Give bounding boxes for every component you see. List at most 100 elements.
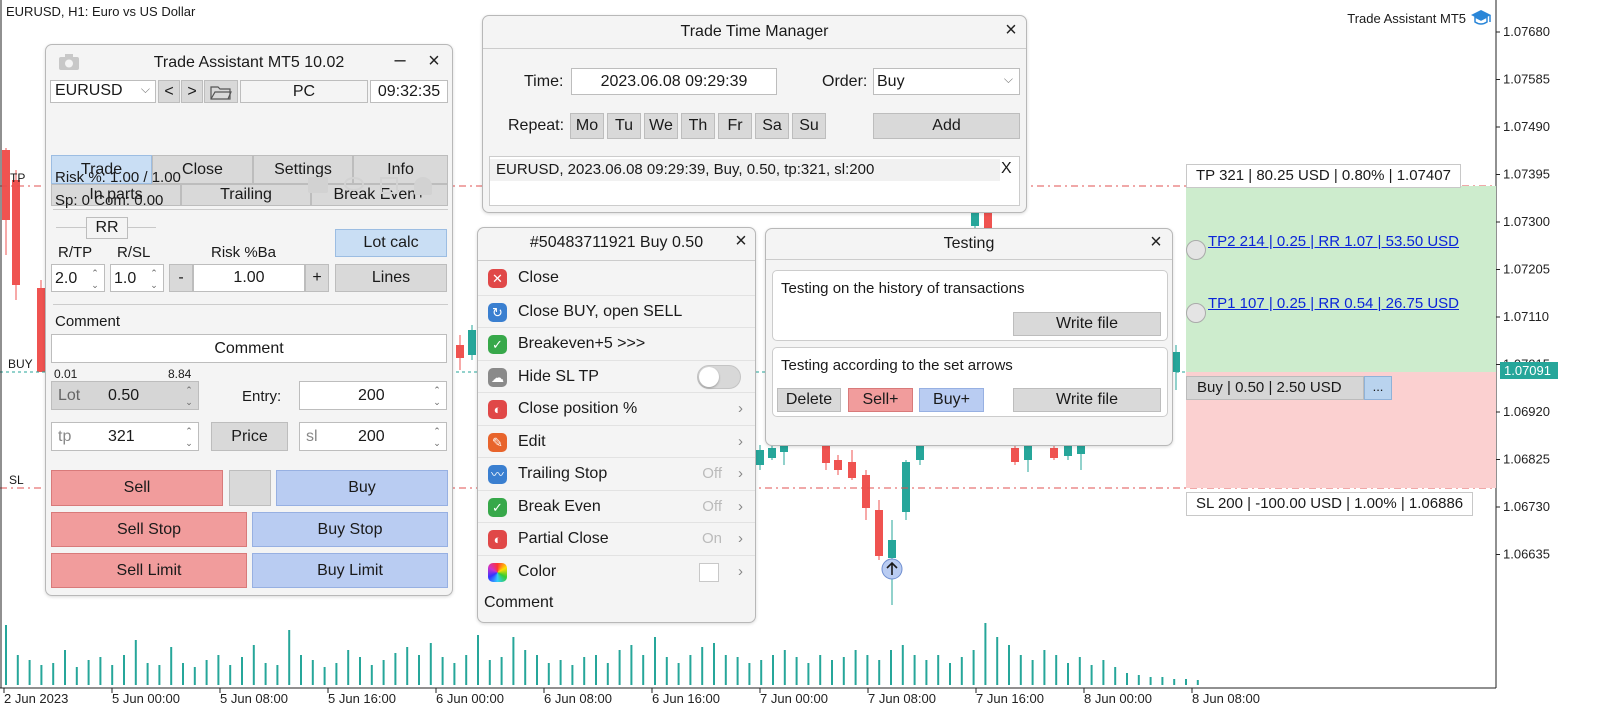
tp1-drag-handle[interactable] xyxy=(1186,303,1206,323)
hide-sl-tp-toggle[interactable] xyxy=(697,364,741,389)
panel-title: #50483711921 Buy 0.50 xyxy=(529,234,704,251)
prev-symbol-button[interactable]: < xyxy=(158,80,180,103)
tp-stepper[interactable]: tp 321 ⌃ ⌄ xyxy=(51,422,199,451)
delete-arrows-button[interactable]: Delete xyxy=(777,388,841,412)
color-swatch[interactable] xyxy=(699,562,719,582)
lot-stepper[interactable]: Lot 0.50 ⌃ ⌄ xyxy=(51,381,199,410)
divider xyxy=(478,260,755,261)
time-tick-label: 7 Jun 00:00 xyxy=(760,691,828,706)
symbol-value: EURUSD xyxy=(55,82,123,99)
buy-button[interactable]: Buy xyxy=(276,470,448,506)
close-button[interactable]: × xyxy=(735,230,747,252)
sell-stop-button[interactable]: Sell Stop xyxy=(51,512,247,547)
close-button[interactable]: × xyxy=(1150,231,1162,253)
panel-title: Trade Time Manager xyxy=(680,23,829,40)
risk-input[interactable]: 1.00 xyxy=(193,264,305,292)
open-folder-button[interactable] xyxy=(204,80,238,103)
position-menu-panel: #50483711921 Buy 0.50 × ✕ Close ↻ Close BUY… xyxy=(477,227,756,623)
next-symbol-button[interactable]: > xyxy=(181,80,203,103)
sl-label: sl xyxy=(306,428,318,445)
time-input[interactable]: 2023.06.08 09:29:39 xyxy=(571,68,777,95)
symbol-select[interactable]: EURUSD ⌵ xyxy=(50,80,156,103)
close-x-icon: ✕ xyxy=(488,269,507,288)
tab-in-parts[interactable]: In parts xyxy=(51,184,181,206)
day-we-toggle[interactable]: We xyxy=(644,113,678,139)
list-item[interactable]: EURUSD, 2023.06.08 09:29:39, Buy, 0.50, … xyxy=(490,159,1000,181)
menu-item[interactable]: ↻ Close BUY, open SELL xyxy=(478,294,755,327)
blank-toggle-button[interactable] xyxy=(229,470,271,506)
tab-trailing[interactable]: Trailing xyxy=(181,184,311,206)
rtp-stepper[interactable]: 2.0 ⌃ ⌄ xyxy=(51,264,105,292)
stepper-arrows-icon[interactable]: ⌃ ⌄ xyxy=(185,426,193,448)
menu-item[interactable]: ◐ Partial Close On › xyxy=(478,522,755,554)
close-button[interactable]: × xyxy=(428,50,440,72)
calendar-icon[interactable] xyxy=(380,177,398,194)
lines-button[interactable]: Lines xyxy=(335,264,447,292)
add-schedule-button[interactable]: Add xyxy=(873,113,1020,139)
tab-close[interactable]: Close xyxy=(152,155,253,184)
buy-position-label[interactable]: Buy | 0.50 | 2.50 USD xyxy=(1186,376,1364,400)
menu-item[interactable]: Color › xyxy=(478,554,755,587)
minimize-button[interactable]: – xyxy=(394,49,406,71)
lot-calc-button[interactable]: Lot calc xyxy=(335,229,447,257)
day-th-toggle[interactable]: Th xyxy=(681,113,715,139)
eye-icon[interactable] xyxy=(344,177,364,191)
close-button[interactable]: × xyxy=(1005,19,1017,41)
menu-item-value: Off xyxy=(702,497,722,515)
rsl-stepper[interactable]: 1.0 ⌃ ⌄ xyxy=(110,264,164,292)
day-mo-toggle[interactable]: Mo xyxy=(570,113,604,139)
buy-stop-button[interactable]: Buy Stop xyxy=(252,512,448,547)
tp1-level-label[interactable]: TP1 107 | 0.25 | RR 0.54 | 26.75 USD xyxy=(1208,295,1459,312)
divider xyxy=(53,209,448,210)
buy-plus-button[interactable]: Buy+ xyxy=(919,388,984,412)
comment-input[interactable]: Comment xyxy=(51,334,447,363)
candle-body xyxy=(888,540,896,558)
camera-icon[interactable] xyxy=(58,53,80,71)
day-sa-toggle[interactable]: Sa xyxy=(755,113,789,139)
sell-plus-button[interactable]: Sell+ xyxy=(848,388,913,412)
write-file-button-2[interactable]: Write file xyxy=(1013,388,1161,412)
sell-button[interactable]: Sell xyxy=(51,470,223,506)
sl-level-label[interactable]: SL 200 | -100.00 USD | 1.00% | 1.06886 xyxy=(1186,492,1474,516)
stepper-arrows-icon[interactable]: ⌃ ⌄ xyxy=(185,385,193,407)
tab-trade[interactable]: Trade xyxy=(51,155,152,184)
tp2-level-label[interactable]: TP2 214 | 0.25 | RR 1.07 | 53.50 USD xyxy=(1208,233,1459,250)
menu-item[interactable]: ◐ Close position % › xyxy=(478,392,755,424)
order-select[interactable]: Buy ⌵ xyxy=(873,68,1020,95)
menu-item[interactable]: ✓ Breakeven+5 >>> xyxy=(478,327,755,359)
menu-item[interactable]: ✎ Edit › xyxy=(478,424,755,457)
menu-item[interactable]: ☁ Hide SL TP xyxy=(478,359,755,392)
menu-item[interactable]: ✓ Break Even Off › xyxy=(478,489,755,522)
tp2-drag-handle[interactable] xyxy=(1186,240,1206,260)
alarm-icon[interactable] xyxy=(414,177,432,195)
candle-body xyxy=(916,446,924,460)
risk-minus-button[interactable]: - xyxy=(169,264,193,292)
stepper-arrows-icon[interactable]: ⌃ ⌄ xyxy=(150,268,158,290)
risk-plus-button[interactable]: + xyxy=(305,264,329,292)
menu-item[interactable]: 〰 Trailing Stop Off › xyxy=(478,457,755,489)
tp-level-label[interactable]: TP 321 | 80.25 USD | 0.80% | 1.07407 xyxy=(1186,164,1461,188)
position-more-button[interactable]: ... xyxy=(1364,376,1392,400)
rr-toggle[interactable]: RR xyxy=(86,217,128,239)
candle-body xyxy=(984,212,992,228)
day-su-toggle[interactable]: Su xyxy=(792,113,826,139)
day-tu-toggle[interactable]: Tu xyxy=(607,113,641,139)
menu-item-label: Close BUY, open SELL xyxy=(518,302,683,320)
stepper-arrows-icon[interactable]: ⌃ ⌄ xyxy=(91,268,99,290)
sl-stepper[interactable]: sl 200 ⌃ ⌄ xyxy=(299,422,447,451)
write-file-button[interactable]: Write file xyxy=(1013,312,1161,336)
tab-settings[interactable]: Settings xyxy=(253,155,353,184)
stepper-arrows-icon[interactable]: ⌃ ⌄ xyxy=(433,426,441,448)
sell-limit-button[interactable]: Sell Limit xyxy=(51,553,247,588)
price-button[interactable]: Price xyxy=(211,422,288,451)
menu-item[interactable]: ✕ Close xyxy=(478,262,755,294)
day-fr-toggle[interactable]: Fr xyxy=(718,113,752,139)
search-icon[interactable] xyxy=(308,177,328,193)
delete-entry-button[interactable]: X xyxy=(1001,160,1012,177)
tab-info[interactable]: Info xyxy=(353,155,448,184)
buy-marker: BUY xyxy=(8,357,33,371)
stepper-arrows-icon[interactable]: ⌃ ⌄ xyxy=(433,385,441,407)
buy-limit-button[interactable]: Buy Limit xyxy=(252,553,448,588)
entry-stepper[interactable]: 200 ⌃ ⌄ xyxy=(299,381,447,410)
arrow-up-icon[interactable] xyxy=(880,557,904,581)
